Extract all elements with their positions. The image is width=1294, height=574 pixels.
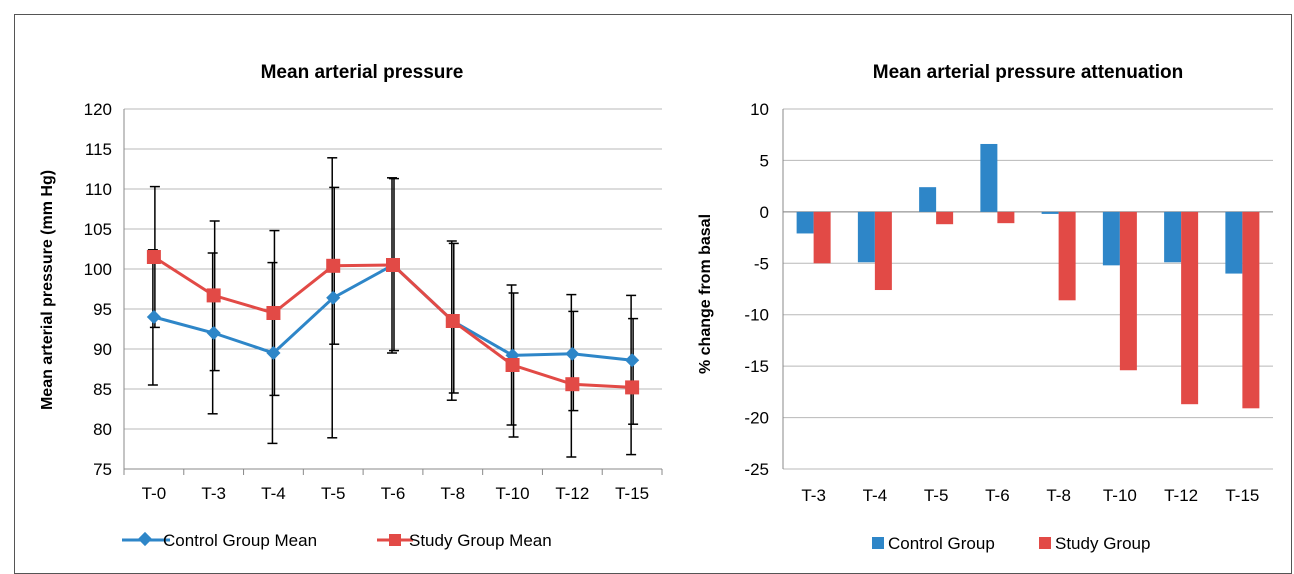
left-y-tick-label: 115 <box>85 140 112 159</box>
left-x-tick-label: T-3 <box>201 484 226 503</box>
left-chart-title: Mean arterial pressure <box>261 62 464 83</box>
study-bar <box>1242 211 1260 409</box>
left-x-tick-label: T-10 <box>496 484 530 503</box>
right-x-tick-label: T-4 <box>863 486 888 505</box>
left-y-tick-label: 85 <box>93 380 112 399</box>
left-y-tick-label: 90 <box>93 340 112 359</box>
right-x-tick-label: T-12 <box>1164 486 1198 505</box>
control-bar <box>1225 211 1243 274</box>
right-chart-title: Mean arterial pressure attenuation <box>873 62 1183 83</box>
right-y-tick-label: 5 <box>760 151 769 170</box>
right-x-tick-label: T-6 <box>985 486 1010 505</box>
study-point <box>266 306 281 320</box>
study-point <box>625 380 640 395</box>
legend-control-swatch <box>872 537 884 549</box>
control-point <box>146 309 161 325</box>
right-y-ticks: -25 -20 -15 -10 -5 0 5 10 <box>744 100 769 479</box>
left-x-ticks: T-0 T-3 T-4 T-5 T-6 T-8 T-10 T-12 T-15 <box>123 469 663 503</box>
study-bar <box>813 211 831 264</box>
legend-control-mean-marker <box>137 531 153 547</box>
right-x-tick-label: T-10 <box>1103 486 1137 505</box>
right-y-tick-label: -25 <box>744 460 769 479</box>
left-y-axis-label: Mean arterial pressure (mm Hg) <box>39 170 56 410</box>
control-bar <box>980 143 998 212</box>
control-bar <box>1102 211 1120 266</box>
study-point <box>206 288 221 303</box>
legend-study-mean-marker <box>389 534 401 546</box>
legend-control-mean-label: Control Group Mean <box>163 531 317 550</box>
study-bar <box>1058 211 1076 301</box>
left-legend: Control Group Mean Study Group Mean <box>122 531 552 550</box>
figure-canvas: Mean arterial pressure Mean arterial pre… <box>39 62 1273 553</box>
control-bar <box>857 211 875 263</box>
right-gridlines <box>782 108 1273 470</box>
control-point <box>206 325 221 341</box>
left-series <box>146 250 640 395</box>
left-x-tick-label: T-4 <box>261 484 286 503</box>
study-bar <box>1181 211 1199 405</box>
study-point <box>505 358 520 372</box>
right-x-tick-label: T-5 <box>924 486 949 505</box>
legend-study-label: Study Group <box>1055 534 1150 553</box>
study-bar <box>997 211 1015 224</box>
right-y-tick-label: -20 <box>744 409 769 428</box>
left-y-tick-label: 80 <box>93 420 112 439</box>
series-line-control <box>153 263 633 362</box>
control-point <box>266 345 281 361</box>
right-x-tick-label: T-15 <box>1225 486 1259 505</box>
line-chart: Mean arterial pressure Mean arterial pre… <box>39 62 663 550</box>
left-y-tick-label: 75 <box>93 460 112 479</box>
study-point <box>445 314 460 328</box>
left-x-tick-label: T-12 <box>555 484 589 503</box>
study-point <box>326 258 341 273</box>
left-x-tick-label: T-6 <box>381 484 406 503</box>
control-point <box>625 353 640 368</box>
left-x-tick-label: T-8 <box>440 484 465 503</box>
study-point <box>146 250 161 264</box>
control-point <box>565 346 580 361</box>
legend-study-mean-label: Study Group Mean <box>409 531 552 550</box>
legend-study-swatch <box>1039 537 1051 549</box>
legend-control-label: Control Group <box>888 534 995 553</box>
right-y-tick-label: -10 <box>744 306 769 325</box>
right-x-ticks: T-3 T-4 T-5 T-6 T-8 T-10 T-12 T-15 <box>801 486 1259 505</box>
right-bars <box>796 143 1260 409</box>
right-y-tick-label: 10 <box>750 100 769 119</box>
left-y-tick-label: 100 <box>84 260 112 279</box>
left-x-tick-label: T-0 <box>142 484 167 503</box>
left-x-tick-label: T-15 <box>615 484 649 503</box>
left-y-ticks: 75 80 85 90 95 100 105 110 115 120 <box>84 100 112 479</box>
left-x-tick-label: T-5 <box>321 484 346 503</box>
left-error-bars <box>147 157 639 458</box>
left-y-tick-label: 95 <box>93 300 112 319</box>
left-y-tick-label: 105 <box>84 220 112 239</box>
control-bar <box>1041 211 1059 214</box>
control-bar <box>1164 211 1182 263</box>
right-y-tick-label: -15 <box>744 357 769 376</box>
study-point <box>565 377 580 392</box>
control-bar <box>796 211 814 234</box>
study-bar <box>874 211 892 291</box>
bar-chart: Mean arterial pressure attenuation % cha… <box>697 62 1273 553</box>
right-y-tick-label: 0 <box>760 203 769 222</box>
study-bar <box>1119 211 1137 371</box>
right-y-axis-label: % change from basal <box>697 214 714 374</box>
left-y-tick-label: 120 <box>84 100 112 119</box>
right-legend: Control Group Study Group <box>872 534 1150 553</box>
right-x-tick-label: T-8 <box>1046 486 1071 505</box>
right-y-tick-label: -5 <box>754 254 769 273</box>
series-line-study <box>153 255 633 389</box>
left-y-tick-label: 110 <box>85 180 112 199</box>
control-point <box>326 290 341 305</box>
study-point <box>386 258 400 272</box>
study-bar <box>936 211 954 225</box>
right-x-tick-label: T-3 <box>801 486 826 505</box>
control-bar <box>919 187 937 212</box>
